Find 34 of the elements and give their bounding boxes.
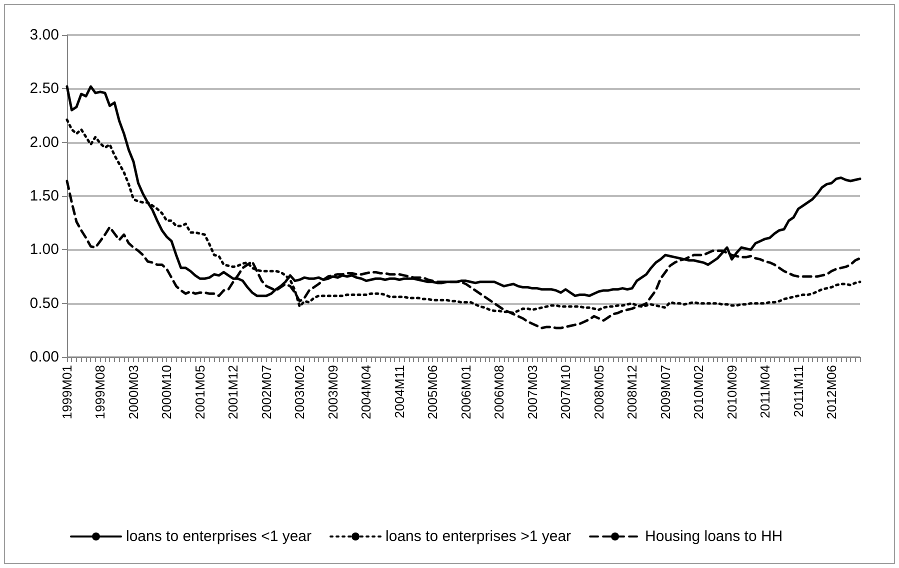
x-tick-label: 2001M12 bbox=[226, 365, 241, 420]
x-tick-label: 2006M08 bbox=[492, 365, 507, 420]
x-tick-label: 2000M10 bbox=[159, 365, 174, 420]
y-tick-label: 1.50 bbox=[30, 188, 59, 204]
y-tick-label: 1.00 bbox=[30, 241, 59, 258]
x-tick-label: 2002M07 bbox=[258, 365, 274, 420]
legend-label: Housing loans to HH bbox=[645, 528, 783, 545]
x-tick-label: 2012M06 bbox=[824, 365, 840, 420]
x-tick-label: 2007M10 bbox=[558, 365, 574, 420]
x-tick-label: 2001M05 bbox=[192, 365, 208, 420]
legend-label: loans to enterprises >1 year bbox=[386, 528, 572, 545]
y-tick-label: 2.50 bbox=[30, 80, 59, 98]
legend-label: loans to enterprises <1 year bbox=[126, 528, 312, 545]
x-tick-label: 2009M07 bbox=[658, 365, 673, 420]
x-tick-label: 1999M08 bbox=[92, 365, 108, 420]
x-tick-label: 2005M06 bbox=[425, 365, 440, 420]
x-tick-label: 1999M01 bbox=[60, 365, 74, 420]
y-tick-label: 0.50 bbox=[30, 294, 59, 312]
x-tick-label: 2011M04 bbox=[758, 365, 773, 418]
y-tick-label: 2.00 bbox=[30, 134, 59, 151]
x-tick-label: 2008M12 bbox=[624, 365, 640, 420]
x-tick-label: 2007M03 bbox=[524, 365, 540, 420]
x-tick-label: 2004M04 bbox=[358, 365, 374, 420]
y-tick-label: 3.00 bbox=[30, 26, 59, 44]
x-tick-label: 2003M02 bbox=[292, 365, 308, 420]
x-tick-label: 2008M05 bbox=[591, 365, 606, 420]
y-tick-label: 0.00 bbox=[30, 348, 59, 366]
x-tick-label: 2010M09 bbox=[724, 365, 740, 420]
x-tick-label: 2003M09 bbox=[325, 365, 340, 420]
x-tick-label: 2000M03 bbox=[126, 365, 141, 420]
x-tick-label: 2011M11 bbox=[790, 365, 806, 418]
x-tick-label: 2006M01 bbox=[458, 365, 474, 420]
x-tick-label: 2010M02 bbox=[691, 365, 706, 420]
x-tick-label: 2004M11 bbox=[392, 365, 407, 418]
